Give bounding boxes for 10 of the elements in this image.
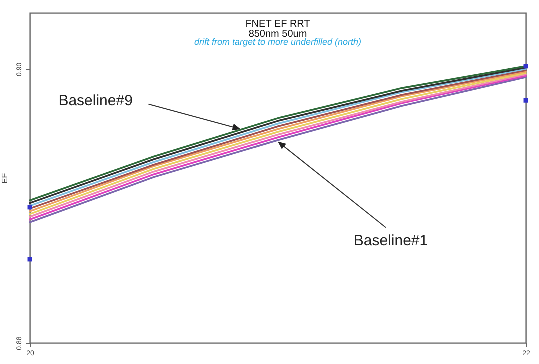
annotation: drift from target to more underfilled (north) bbox=[194, 37, 362, 47]
annotation: Baseline#1 bbox=[354, 232, 428, 250]
point bbox=[28, 205, 32, 210]
point bbox=[28, 257, 32, 262]
point bbox=[524, 98, 528, 103]
text: FNET EF RRT bbox=[246, 19, 310, 30]
annotation: Baseline#9 bbox=[58, 92, 133, 110]
text: 850nm 50um bbox=[248, 29, 308, 40]
y-axis-title: EF bbox=[0, 173, 10, 184]
point bbox=[524, 64, 528, 69]
